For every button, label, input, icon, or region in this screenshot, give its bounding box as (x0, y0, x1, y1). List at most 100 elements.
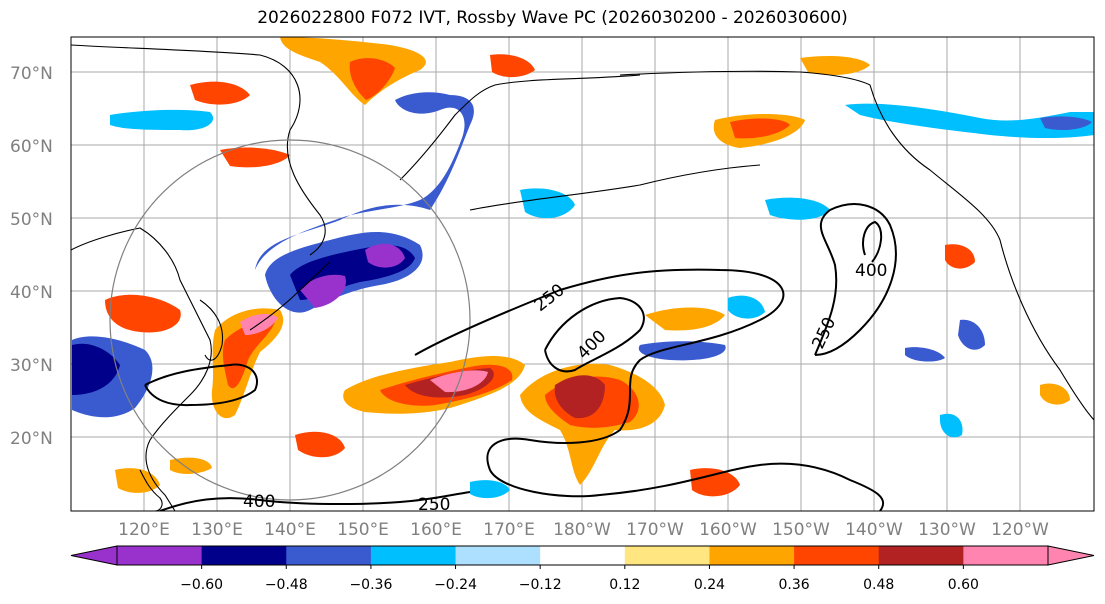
ivt-contour-400-dateline (544, 296, 645, 373)
negative-anomaly-alaska (845, 103, 1094, 139)
lat-label: 50°N (10, 210, 53, 230)
colorbar-tick-label: 0.24 (694, 577, 725, 593)
colorbar-segment (370, 546, 457, 565)
lon-label: 150°E (337, 520, 389, 540)
colorbar-tick-label: −0.48 (265, 577, 308, 593)
colorbar-extend-low (70, 545, 118, 566)
map-title: 2026022800 F072 IVT, Rossby Wave PC (202… (257, 8, 848, 28)
lat-label: 30°N (10, 356, 53, 376)
contour-label: 400 (573, 326, 610, 363)
colorbar-segment (878, 546, 964, 565)
latitude-labels: 70°N 60°N 50°N 40°N 30°N 20°N (10, 64, 53, 449)
colorbar-segment (709, 546, 795, 565)
contour-label: 250 (808, 314, 840, 352)
negative-anomaly-bering (110, 109, 214, 131)
lon-label: 120°W (991, 520, 1049, 540)
lon-label: 160°W (699, 520, 757, 540)
alaska-coastline (619, 70, 1094, 421)
negative-anomaly-pacific-7 (728, 295, 765, 319)
colorbar-tick-label: 0.36 (779, 577, 810, 593)
lon-label: 170°E (483, 520, 535, 540)
lon-label: 130°E (191, 520, 243, 540)
colorbar-tick-label: −0.24 (434, 577, 477, 593)
colorbar-tick-label: 0.48 (863, 577, 894, 593)
lon-label: 160°E (410, 520, 462, 540)
korea-peninsula (199, 299, 224, 361)
russia-coastline (71, 44, 326, 256)
positive-anomaly-dateline-dark (554, 375, 605, 419)
colorbar-segment (540, 546, 626, 565)
colorbar-frame (116, 545, 1049, 566)
positive-anomaly-sub-2 (690, 468, 740, 497)
lon-label: 180°W (553, 520, 611, 540)
positive-anomaly-arctic-1-red (349, 58, 395, 100)
negative-anomaly-pacific-8 (905, 347, 945, 362)
contour-label: 400 (243, 492, 275, 512)
colorbar-tick-label: −0.36 (349, 577, 392, 593)
colorbar-segment (624, 546, 710, 565)
ivt-contours (144, 203, 897, 511)
colorbar-segment (286, 546, 372, 565)
colorbar-extend-high (1047, 545, 1095, 566)
lat-label: 20°N (10, 429, 53, 449)
positive-anomaly-arctic-2 (490, 54, 535, 78)
asia-coastline (71, 227, 212, 511)
colorbar-segment (117, 546, 203, 565)
negative-anomaly-pacific-2 (765, 197, 830, 220)
positive-anomaly-korea-red (222, 320, 275, 389)
negative-anomaly-alaska-inner (1040, 116, 1092, 130)
rossby-circle (109, 139, 471, 501)
colorbar-ticks: −0.60 −0.48 −0.36 −0.24 −0.12 0.12 0.24 0.36 0.4… (180, 565, 979, 593)
lon-label: 170°W (626, 520, 684, 540)
lon-label: 140°W (845, 520, 903, 540)
negative-anomaly-pacific-5 (958, 319, 985, 350)
map-area: 250 400 250 400 400 250 (71, 37, 1094, 515)
lon-label: 140°E (264, 520, 316, 540)
colorbar-tick-label: 0.12 (609, 577, 640, 593)
contour-label: 400 (855, 261, 887, 281)
positive-anomaly-sub-4 (115, 468, 160, 493)
colorbar-segment (963, 546, 1049, 565)
negative-anomaly-china-inner (72, 343, 120, 395)
positive-anomaly-sub-6 (1040, 383, 1070, 405)
philippines (139, 469, 163, 511)
ivt-contour-400-east (862, 220, 883, 263)
positive-anomaly-east-pacific (645, 307, 725, 331)
positive-anomaly-gulf-alaska-red (730, 118, 790, 139)
contour-label: 250 (418, 495, 450, 515)
lon-label: 120°E (118, 520, 170, 540)
negative-anomaly-pacific-6 (940, 413, 963, 438)
lon-label: 130°W (918, 520, 976, 540)
kamchatka-coastline (399, 74, 641, 181)
aleutians (469, 164, 761, 211)
lat-label: 70°N (10, 64, 53, 84)
lon-label: 150°W (772, 520, 830, 540)
positive-anomaly-sea-okhotsk (220, 147, 290, 168)
contour-label: 250 (531, 280, 569, 316)
negative-anomaly-purple-2 (365, 243, 405, 268)
lat-label: 60°N (10, 137, 53, 157)
ivt-contour-250-main (414, 268, 885, 511)
ivt-contour-400-south (159, 491, 471, 511)
lat-label: 40°N (10, 283, 53, 303)
colorbar-tick-label: 0.60 (948, 577, 979, 593)
positive-anomaly-sub-5 (170, 457, 212, 474)
ivt-anomaly-fill (72, 37, 1094, 499)
colorbar-segment (794, 546, 880, 565)
positive-anomaly-china-north (105, 294, 181, 333)
negative-anomaly-pacific-4 (470, 480, 510, 499)
ivt-contour-250-east (814, 203, 897, 356)
japan-coastline (249, 261, 331, 331)
negative-anomaly-pacific-3 (520, 188, 575, 219)
positive-anomaly-arctic-4 (800, 56, 870, 76)
longitude-labels: 120°E 130°E 140°E 150°E 160°E 170°E 180°W 170°W… (118, 520, 1049, 540)
negative-anomaly-pacific-1 (638, 341, 726, 361)
colorbar (70, 545, 1095, 566)
colorbar-tick-label: −0.60 (180, 577, 223, 593)
ivt-contour-250-west (144, 363, 258, 407)
coastlines (71, 44, 1094, 511)
colorbar-segment (201, 546, 287, 565)
negative-anomaly-purple (300, 274, 346, 308)
positive-anomaly-arctic-3 (190, 81, 250, 105)
